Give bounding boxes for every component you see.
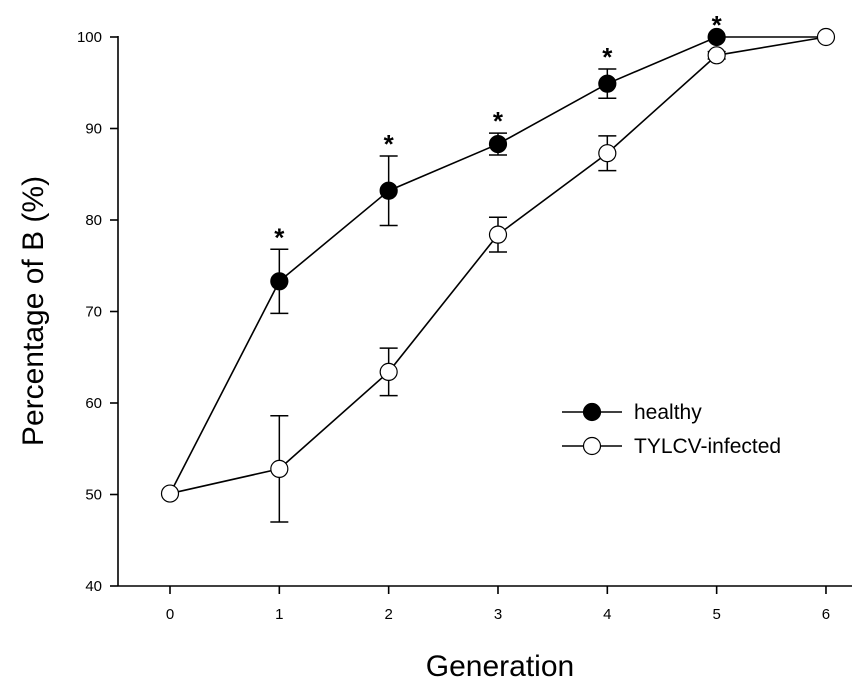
y-tick-label: 80 xyxy=(85,212,102,229)
significance-star: * xyxy=(384,129,395,159)
data-point-healthy xyxy=(598,74,617,93)
legend-marker-infected xyxy=(582,436,602,456)
significance-star: * xyxy=(274,222,285,252)
plot-area: * * * * * xyxy=(160,10,836,523)
y-tick-label: 40 xyxy=(85,578,102,595)
y-tick-label: 60 xyxy=(85,395,102,412)
legend-label-healthy: healthy xyxy=(634,401,702,424)
data-point-infected xyxy=(270,459,289,478)
data-point-healthy xyxy=(488,134,508,154)
x-tick-label: 6 xyxy=(822,606,830,623)
data-point-infected xyxy=(707,46,726,65)
axes: 40 50 60 70 80 90 100 0 1 2 3 4 5 6 xyxy=(77,29,852,623)
x-tick-label: 2 xyxy=(384,606,392,623)
x-axis-title: Generation xyxy=(426,650,574,680)
data-point-infected xyxy=(598,144,617,163)
data-point-healthy xyxy=(270,272,289,291)
data-point-infected xyxy=(816,27,836,47)
data-point-healthy xyxy=(379,181,398,200)
legend-label-infected: TYLCV-infected xyxy=(634,435,781,458)
significance-star: * xyxy=(712,10,723,40)
data-point-healthy xyxy=(707,27,726,47)
x-tick-label: 1 xyxy=(275,606,283,623)
y-tick-label: 90 xyxy=(85,121,102,138)
y-tick-label: 70 xyxy=(85,304,102,321)
x-tick-label: 0 xyxy=(166,606,174,623)
x-tick-label: 5 xyxy=(712,606,720,623)
data-point-infected xyxy=(488,225,508,244)
x-tick-label: 3 xyxy=(494,606,502,623)
data-point-infected xyxy=(379,362,398,381)
x-tick-label: 4 xyxy=(603,606,611,623)
data-point-infected xyxy=(160,484,180,503)
y-tick-label: 100 xyxy=(77,29,102,46)
legend-marker-healthy xyxy=(582,402,602,422)
significance-star: * xyxy=(493,106,504,136)
y-tick-label: 50 xyxy=(85,487,102,504)
legend: healthy TYLCV-infected xyxy=(562,401,781,458)
y-axis-title: Percentage of B (%) xyxy=(17,176,50,446)
significance-star: * xyxy=(602,42,613,72)
